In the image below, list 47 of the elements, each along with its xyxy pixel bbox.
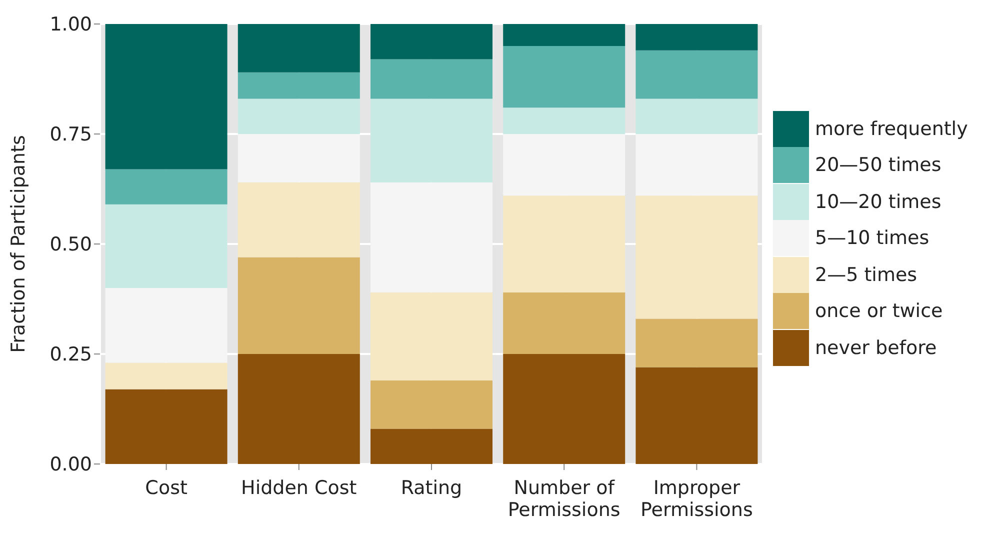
legend-label: 2—5 times [815,264,918,286]
x-tick-label: Number of Permissions [508,477,620,521]
bar [238,257,360,354]
bar [105,389,228,464]
bar [636,196,758,319]
bar [105,169,228,204]
legend-label: 20—50 times [815,154,942,176]
y-tick-label: 1.00 [50,14,92,36]
legend-label: never before [815,336,937,358]
bar [503,24,626,46]
bar [503,196,626,292]
bar [105,24,228,170]
bar [636,50,758,99]
bar [105,204,228,288]
bar [238,24,360,72]
bar [503,292,626,354]
bar [370,380,493,429]
bar [238,182,360,258]
bar [636,318,758,368]
bar [636,24,758,50]
y-tick-label: 0.00 [50,454,92,476]
bar [636,98,758,134]
legend-label: more frequently [815,118,968,140]
x-tick-label: Improper Permissions [640,477,753,521]
bar [238,354,360,464]
legend-label: once or twice [815,300,943,322]
x-tick-label: Hidden Cost [241,477,357,499]
bar [370,98,493,182]
bar [636,367,758,464]
bar [370,24,493,60]
legend-label: 10—20 times [815,190,942,212]
bar [238,98,360,134]
bar [370,292,493,380]
x-tick-label: Cost [145,477,188,499]
x-tick-label: Rating [400,477,462,499]
legend-label: 5—10 times [815,227,930,249]
bar [370,428,493,464]
bar [503,354,626,464]
y-tick-label: 0.25 [50,344,92,366]
bar [503,108,626,134]
y-tick-label: 0.50 [50,234,92,256]
bar [370,59,493,99]
bar [238,72,360,99]
bar [105,362,228,390]
y-axis-title: Fraction of Participants [8,135,30,353]
bar [503,46,626,108]
y-tick-label: 0.75 [50,124,92,146]
